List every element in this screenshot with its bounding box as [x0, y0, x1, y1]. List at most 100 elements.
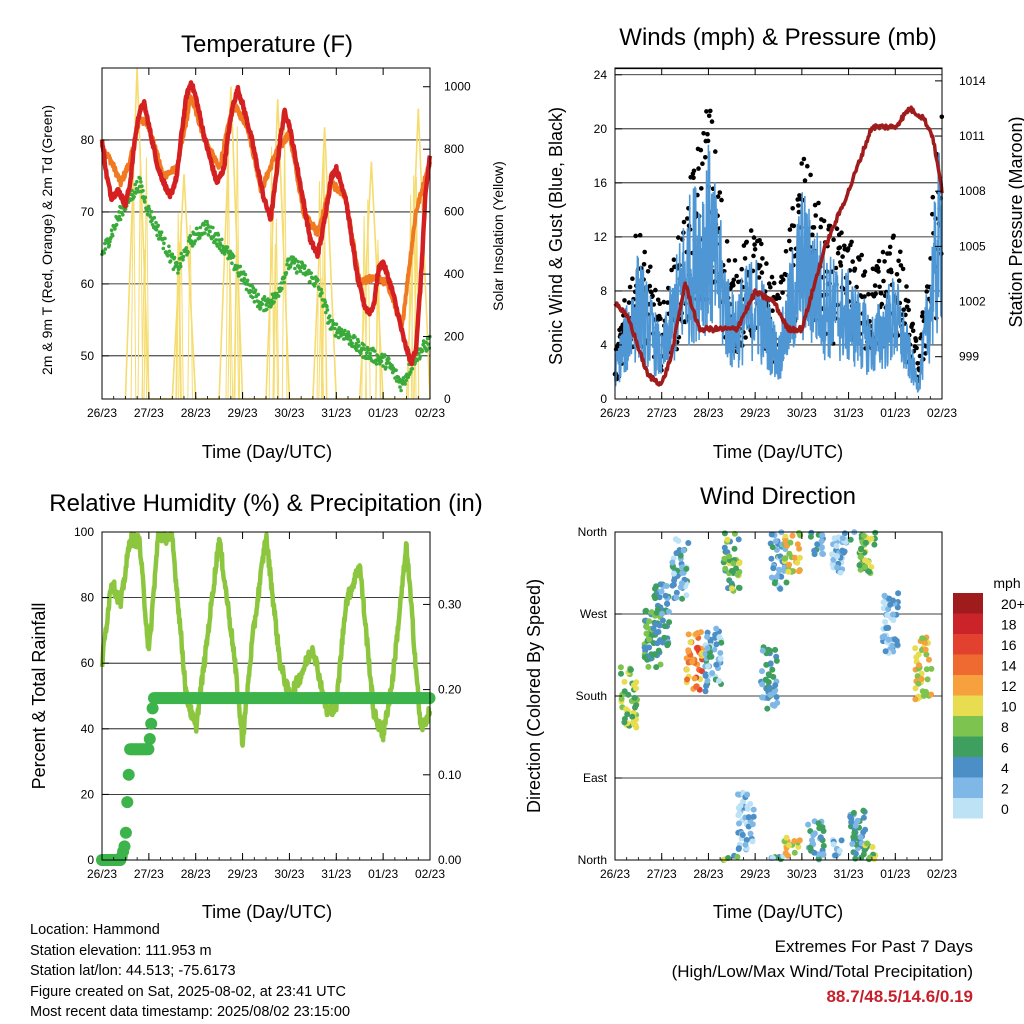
- x-tick-label: 26/23: [87, 406, 117, 420]
- gust-point: [645, 269, 651, 274]
- dewpoint-point: [404, 378, 409, 383]
- direction-point: [666, 619, 673, 626]
- dewpoint-point: [158, 233, 163, 237]
- direction-point: [918, 676, 925, 682]
- direction-point: [632, 685, 639, 692]
- gust-point: [799, 161, 804, 166]
- gust-point: [811, 225, 817, 230]
- direction-point: [655, 647, 662, 654]
- direction-point: [646, 636, 653, 643]
- gust-point: [757, 263, 763, 268]
- dewpoint-point: [309, 271, 314, 275]
- gust-point: [905, 298, 911, 304]
- gust-point: [661, 299, 667, 305]
- direction-point: [685, 540, 692, 546]
- direction-point: [770, 565, 777, 572]
- direction-point: [916, 662, 922, 669]
- direction-point: [631, 721, 637, 728]
- dewpoint-point: [155, 233, 159, 238]
- gust-point: [715, 194, 721, 199]
- dewpoint-point: [348, 334, 352, 339]
- gust-point: [671, 257, 677, 263]
- legend-swatch: [953, 654, 983, 675]
- x-tick-label: 01/23: [880, 406, 910, 420]
- direction-point: [850, 809, 857, 816]
- gust-point: [642, 249, 647, 255]
- direction-point: [771, 580, 778, 587]
- solar-spike: [316, 181, 323, 400]
- direction-point: [830, 841, 837, 848]
- dewpoint-point: [175, 260, 179, 265]
- gust-point: [739, 266, 744, 272]
- direction-point: [750, 813, 757, 820]
- gust-point: [650, 293, 655, 299]
- y2-tick-label: 800: [444, 142, 464, 156]
- dewpoint-point: [168, 259, 173, 263]
- gust-point: [924, 289, 929, 294]
- direction-point: [745, 814, 752, 821]
- direction-point: [631, 694, 638, 701]
- direction-point: [744, 803, 751, 810]
- dewpoint-point: [398, 385, 402, 389]
- solar-spike: [143, 157, 150, 400]
- gust-point: [837, 245, 843, 250]
- gust-point: [802, 178, 808, 183]
- dewpoint-point: [303, 264, 307, 268]
- direction-point: [653, 583, 660, 590]
- dewpoint-point: [166, 253, 171, 257]
- direction-point: [689, 658, 696, 665]
- direction-point: [833, 543, 840, 549]
- gust-point: [719, 197, 724, 203]
- direction-point: [670, 570, 677, 577]
- gust-point: [787, 227, 793, 232]
- gust-point: [866, 292, 871, 297]
- direction-point: [778, 573, 785, 580]
- direction-point: [705, 663, 712, 670]
- direction-point: [881, 633, 888, 640]
- direction-point: [722, 565, 729, 572]
- direction-point: [889, 642, 896, 649]
- x-tick-label: 02/23: [927, 406, 957, 420]
- y-tick-label: 0: [87, 853, 94, 867]
- direction-point: [890, 648, 897, 655]
- dewpoint-point: [260, 302, 265, 306]
- dewpoint-point: [188, 233, 193, 238]
- dewpoint-point: [324, 310, 328, 315]
- direction-point: [850, 834, 857, 840]
- x-tick-label: 29/23: [228, 406, 258, 420]
- dewpoint-point: [208, 229, 212, 234]
- y-tick-label: 50: [81, 349, 95, 363]
- gust-point: [882, 259, 887, 264]
- direction-point: [773, 574, 780, 580]
- direction-ylabel: Direction (Colored By Speed): [524, 579, 544, 813]
- direction-point: [923, 666, 930, 673]
- y2-tick-label: 1002: [959, 295, 986, 309]
- gust-point: [873, 291, 878, 297]
- direction-point: [789, 532, 796, 539]
- y-tick-label: 80: [81, 133, 95, 147]
- direction-point: [796, 545, 803, 552]
- direction-point: [716, 634, 723, 641]
- dewpoint-point: [372, 349, 377, 353]
- pressure-line: [613, 105, 944, 387]
- dewpoint-point: [214, 238, 218, 242]
- y-tick-label: 4: [600, 338, 607, 352]
- wind-series: [614, 144, 943, 393]
- station-info: Location: Hammond Station elevation: 111…: [30, 920, 350, 1023]
- precip-point: [146, 702, 159, 715]
- direction-point: [728, 567, 735, 574]
- direction-point: [786, 842, 792, 849]
- direction-point: [747, 830, 754, 837]
- gust-point: [626, 300, 632, 305]
- gust-point: [708, 108, 713, 114]
- direction-point: [915, 680, 922, 687]
- dewpoint-point: [117, 210, 121, 214]
- direction-point: [621, 719, 628, 726]
- dewpoint-point: [298, 269, 303, 274]
- direction-point: [860, 851, 867, 858]
- direction-point: [662, 592, 669, 599]
- direction-point: [684, 676, 691, 683]
- dewpoint-point: [198, 225, 203, 230]
- dewpoint-point: [258, 306, 263, 310]
- solar-series: [124, 67, 431, 400]
